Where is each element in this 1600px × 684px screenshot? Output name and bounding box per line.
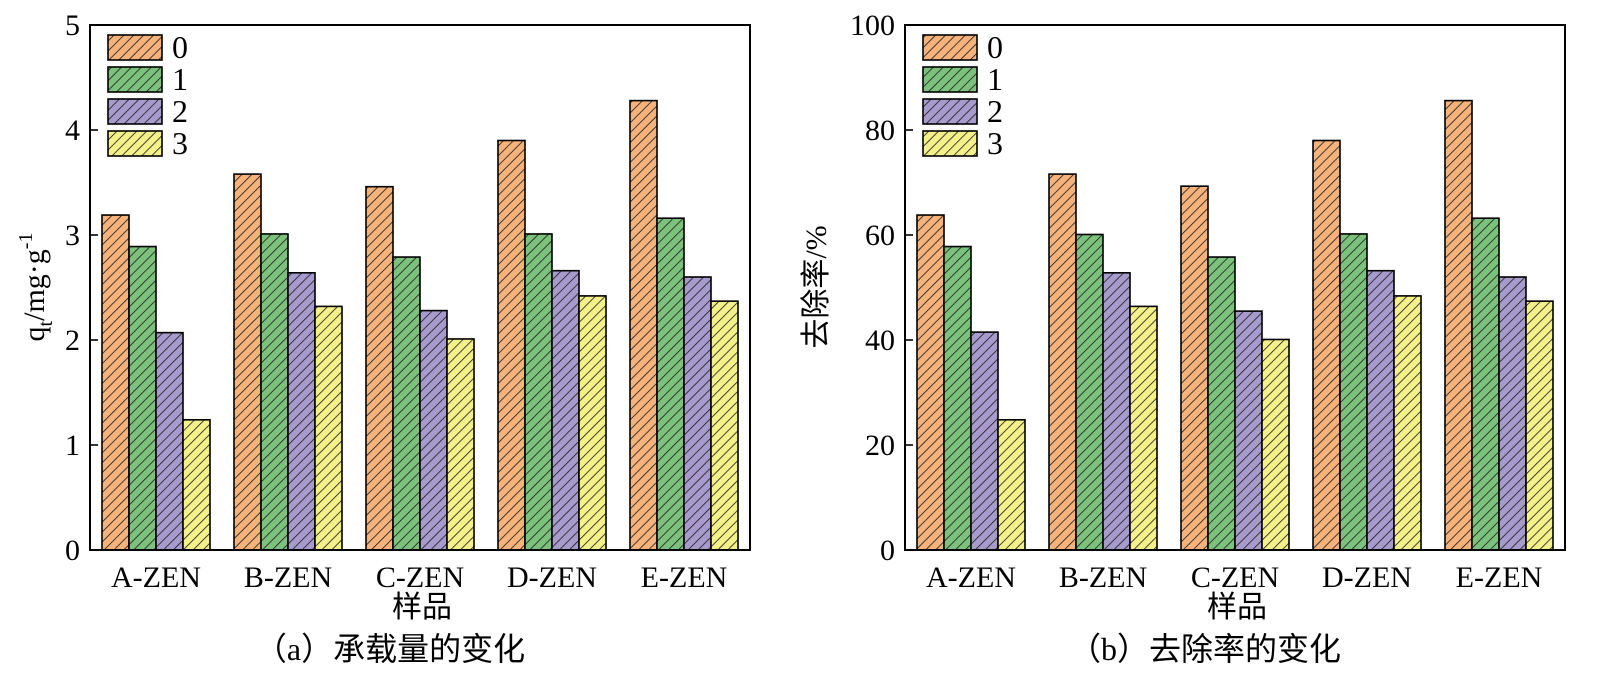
bar-a-zen-series-2 (970, 331, 999, 551)
axis-frame-a (89, 24, 751, 551)
bar-b-zen-series-0 (1048, 173, 1077, 551)
x-tick-label: C-ZEN (376, 561, 464, 594)
bar-a-zen-series-0 (916, 214, 945, 551)
bar-a-zen-series-1 (943, 245, 972, 551)
y-tick-label: 0 (880, 534, 895, 567)
bar-e-zen-series-1 (656, 217, 685, 551)
bar-c-zen-series-3 (1261, 338, 1290, 551)
legend-swatch-2 (922, 98, 978, 125)
x-tick-label: D-ZEN (507, 561, 597, 594)
legend-label-1: 1 (987, 61, 1003, 97)
y-tick-label: 4 (65, 114, 80, 147)
bar-d-zen-series-2 (551, 269, 580, 551)
bar-a-zen-series-0 (101, 214, 130, 551)
bars-a (101, 99, 739, 551)
x-axis-label-a: 样品 (392, 591, 452, 624)
y-tick-label: 80 (865, 114, 895, 147)
x-tick-label: B-ZEN (1059, 561, 1147, 594)
bar-c-zen-series-2 (419, 309, 448, 551)
x-tick-label: E-ZEN (641, 561, 728, 594)
bar-e-zen-series-2 (683, 276, 712, 551)
y-tick-label: 20 (865, 429, 895, 462)
bar-d-zen-series-3 (1393, 295, 1422, 551)
y-ticks-b: 0 20 40 60 80 100 (850, 9, 913, 567)
bar-a-zen-series-3 (997, 418, 1026, 551)
bar-b-zen-series-1 (1075, 233, 1104, 551)
legend-swatch-3 (107, 130, 163, 157)
bar-c-zen-series-0 (1180, 185, 1209, 551)
x-tick-label: A-ZEN (111, 561, 201, 594)
bar-c-zen-series-1 (392, 256, 421, 551)
bar-d-zen-series-0 (1312, 139, 1341, 551)
legend-label-2: 2 (987, 93, 1003, 129)
legend-label-3: 3 (172, 125, 188, 161)
bars-b (916, 99, 1554, 551)
caption-a: （a）承载量的变化 (255, 631, 525, 667)
bar-b-zen-series-2 (287, 271, 316, 551)
bar-e-zen-series-0 (629, 99, 658, 551)
bar-c-zen-series-2 (1234, 310, 1263, 551)
bar-c-zen-series-3 (446, 338, 475, 551)
y-tick-label: 40 (865, 324, 895, 357)
y-axis-label-a: qt/mg·g-1 (15, 233, 57, 342)
x-ticks-b: A-ZEN B-ZEN C-ZEN D-ZEN E-ZEN (926, 561, 1542, 594)
bar-d-zen-series-1 (1339, 233, 1368, 551)
bar-a-zen-series-1 (128, 245, 157, 551)
x-tick-label: D-ZEN (1322, 561, 1412, 594)
bar-b-zen-series-3 (314, 305, 343, 551)
legend-label-2: 2 (172, 93, 188, 129)
y-tick-label: 60 (865, 219, 895, 252)
x-tick-label: B-ZEN (244, 561, 332, 594)
y-axis-label-b: 去除率/% (800, 225, 833, 348)
legend-swatch-3 (922, 130, 978, 157)
caption-b: （b）去除率的变化 (1069, 631, 1341, 667)
bar-b-zen-series-0 (233, 173, 262, 551)
bar-d-zen-series-0 (497, 139, 526, 551)
y-tick-label: 2 (65, 324, 80, 357)
x-ticks-a: A-ZEN B-ZEN C-ZEN D-ZEN E-ZEN (111, 561, 727, 594)
legend-swatch-0 (107, 34, 163, 61)
y-tick-label: 1 (65, 429, 80, 462)
bar-e-zen-series-3 (710, 300, 739, 551)
y-tick-label: 5 (65, 9, 80, 42)
legend-swatch-1 (922, 66, 978, 93)
y-tick-label: 100 (850, 9, 895, 42)
legend-label-0: 0 (172, 29, 188, 65)
y-tick-label: 3 (65, 219, 80, 252)
bar-a-zen-series-3 (182, 418, 211, 551)
bar-e-zen-series-3 (1525, 300, 1554, 551)
y-ticks-a: 0 1 2 3 4 5 (65, 9, 98, 567)
legend-label-1: 1 (172, 61, 188, 97)
bar-e-zen-series-1 (1471, 217, 1500, 551)
bar-b-zen-series-2 (1102, 271, 1131, 551)
bar-b-zen-series-3 (1129, 305, 1158, 551)
x-tick-label: E-ZEN (1456, 561, 1543, 594)
legend-swatch-0 (922, 34, 978, 61)
bar-d-zen-series-1 (524, 233, 553, 551)
legend-label-3: 3 (987, 125, 1003, 161)
legend-label-0: 0 (987, 29, 1003, 65)
bar-b-zen-series-1 (260, 233, 289, 551)
legend-swatch-1 (107, 66, 163, 93)
bar-e-zen-series-2 (1498, 276, 1527, 551)
x-axis-label-b: 样品 (1207, 591, 1267, 624)
bar-e-zen-series-0 (1444, 99, 1473, 551)
x-tick-label: C-ZEN (1191, 561, 1279, 594)
bar-c-zen-series-0 (365, 185, 394, 551)
bar-a-zen-series-2 (155, 331, 184, 551)
axis-frame-b (904, 24, 1566, 551)
bar-d-zen-series-2 (1366, 269, 1395, 551)
x-tick-label: A-ZEN (926, 561, 1016, 594)
legend-swatch-2 (107, 98, 163, 125)
bar-c-zen-series-1 (1207, 256, 1236, 551)
bar-d-zen-series-3 (578, 295, 607, 551)
y-tick-label: 0 (65, 534, 80, 567)
